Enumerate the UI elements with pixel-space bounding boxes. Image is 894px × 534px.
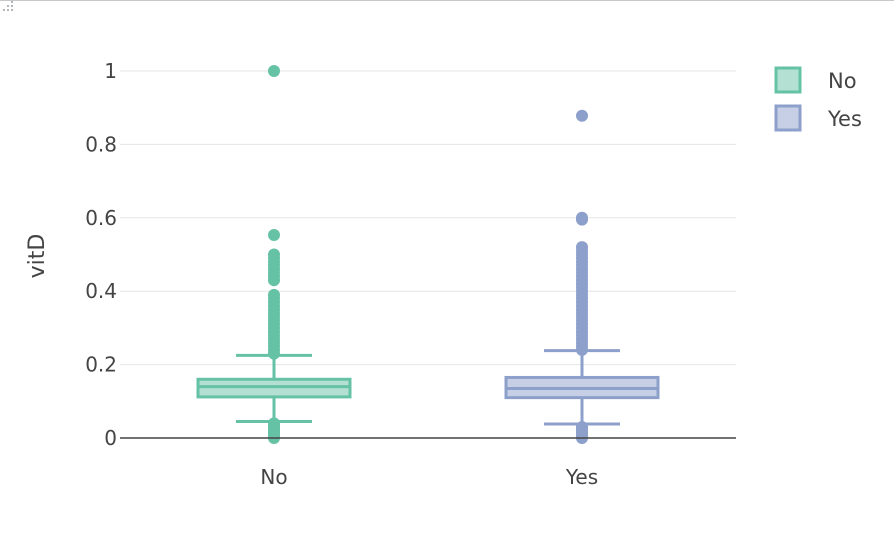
outlier-point <box>576 211 588 224</box>
outlier-point <box>268 417 280 430</box>
outlier-point <box>576 241 588 254</box>
box-trace-no <box>196 65 352 444</box>
legend-item-yes[interactable]: Yes <box>774 104 862 132</box>
y-tick-label: 0 <box>104 426 117 450</box>
y-tick-labels: 0 0.2 0.4 0.6 0.8 1 <box>85 59 117 450</box>
box-traces <box>196 65 660 444</box>
legend[interactable]: No Yes <box>774 66 862 132</box>
outlier-point <box>576 109 588 122</box>
outlier-point <box>576 420 588 433</box>
legend-label: No <box>828 69 857 93</box>
outlier-point <box>268 65 280 77</box>
top-border <box>0 0 894 1</box>
legend-item-no[interactable]: No <box>774 66 857 94</box>
legend-swatch <box>774 66 802 94</box>
legend-swatch <box>774 104 802 132</box>
resize-grip-icon[interactable] <box>0 0 14 14</box>
legend-label: Yes <box>827 107 862 131</box>
y-tick-label: 0.6 <box>85 206 117 230</box>
outlier-point <box>268 288 280 301</box>
x-tick-label: No <box>260 465 287 489</box>
y-axis-title: vitD <box>25 234 50 279</box>
outlier-point <box>268 229 280 242</box>
gridlines <box>120 70 736 366</box>
x-tick-label: Yes <box>565 465 598 489</box>
box-trace-yes <box>504 109 660 444</box>
y-tick-label: 1 <box>104 59 117 83</box>
y-tick-label: 0.2 <box>85 353 117 377</box>
y-tick-label: 0.4 <box>85 279 117 303</box>
x-tick-labels: No Yes <box>260 465 598 489</box>
outlier-point <box>268 248 280 261</box>
y-tick-label: 0.8 <box>85 132 117 156</box>
